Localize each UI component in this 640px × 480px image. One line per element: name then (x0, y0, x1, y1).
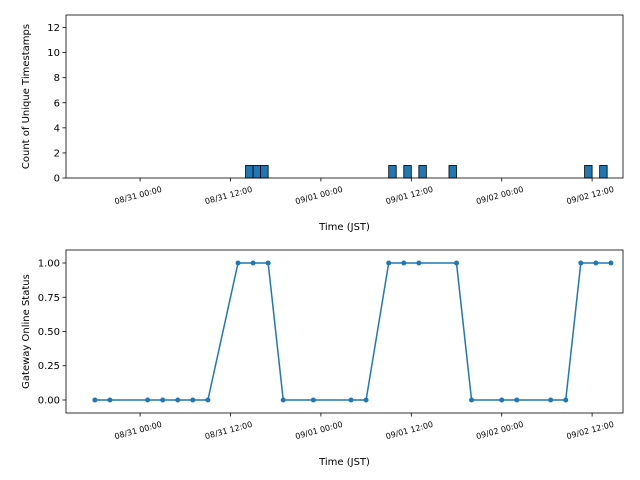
bar (584, 165, 593, 179)
marker (548, 397, 554, 403)
marker (175, 397, 181, 403)
y-tick-label: 0.00 (38, 395, 60, 406)
marker (401, 260, 407, 266)
marker (578, 260, 584, 266)
status-line (94, 262, 611, 401)
bar (403, 165, 412, 179)
marker (280, 397, 286, 403)
x-tick-label: 09/02 12:00 (566, 185, 615, 206)
y-tick-label: 10 (47, 48, 60, 59)
bar (418, 165, 427, 179)
y-tick-label: 0.75 (38, 293, 60, 304)
marker (145, 397, 151, 403)
marker (416, 260, 422, 266)
y-tick-label: 8 (54, 73, 60, 84)
x-tick-label: 08/31 00:00 (114, 420, 163, 441)
marker (608, 260, 614, 266)
y-tick-label: 2 (54, 148, 60, 159)
marker (593, 260, 599, 266)
marker (160, 397, 166, 403)
marker (250, 260, 256, 266)
x-axis-label: Time (JST) (318, 457, 370, 468)
marker (363, 397, 369, 403)
bar (245, 165, 254, 179)
y-tick-label: 4 (54, 123, 60, 134)
x-tick-label: 09/02 00:00 (475, 420, 524, 441)
bar (252, 165, 262, 179)
x-axis-label: Time (JST) (318, 222, 370, 233)
marker (107, 397, 113, 403)
x-tick-label: 09/02 00:00 (475, 185, 524, 206)
plot-frame (65, 14, 624, 179)
marker (205, 397, 211, 403)
bar (448, 165, 457, 179)
marker (265, 260, 271, 266)
y-axis-label: Gateway Online Status (21, 274, 32, 389)
y-axis-label: Count of Unique Timestamps (21, 24, 32, 169)
x-tick-label: 09/01 12:00 (385, 420, 434, 441)
x-tick-label: 08/31 12:00 (204, 185, 253, 206)
x-tick-label: 08/31 12:00 (204, 420, 253, 441)
x-tick-label: 09/01 00:00 (294, 420, 343, 441)
y-tick-label: 1.00 (38, 259, 60, 270)
x-tick-label: 09/01 12:00 (385, 185, 434, 206)
marker (469, 397, 475, 403)
marker (348, 397, 354, 403)
marker (92, 397, 98, 403)
y-tick-label: 0.50 (38, 327, 60, 338)
marker (386, 260, 392, 266)
x-tick-label: 09/02 12:00 (566, 420, 615, 441)
y-tick-label: 0.25 (38, 361, 60, 372)
x-tick-label: 09/01 00:00 (294, 185, 343, 206)
marker (190, 397, 196, 403)
bar (599, 165, 608, 179)
bar (260, 165, 269, 179)
marker (235, 260, 241, 266)
y-tick-label: 0 (54, 174, 60, 185)
marker (499, 397, 505, 403)
marker (514, 397, 520, 403)
y-tick-label: 6 (54, 98, 60, 109)
marker (310, 397, 316, 403)
bar (388, 165, 397, 179)
y-tick-label: 12 (47, 23, 60, 34)
marker (563, 397, 569, 403)
x-tick-label: 08/31 00:00 (114, 185, 163, 206)
plot-frame (65, 249, 624, 414)
marker (454, 260, 460, 266)
